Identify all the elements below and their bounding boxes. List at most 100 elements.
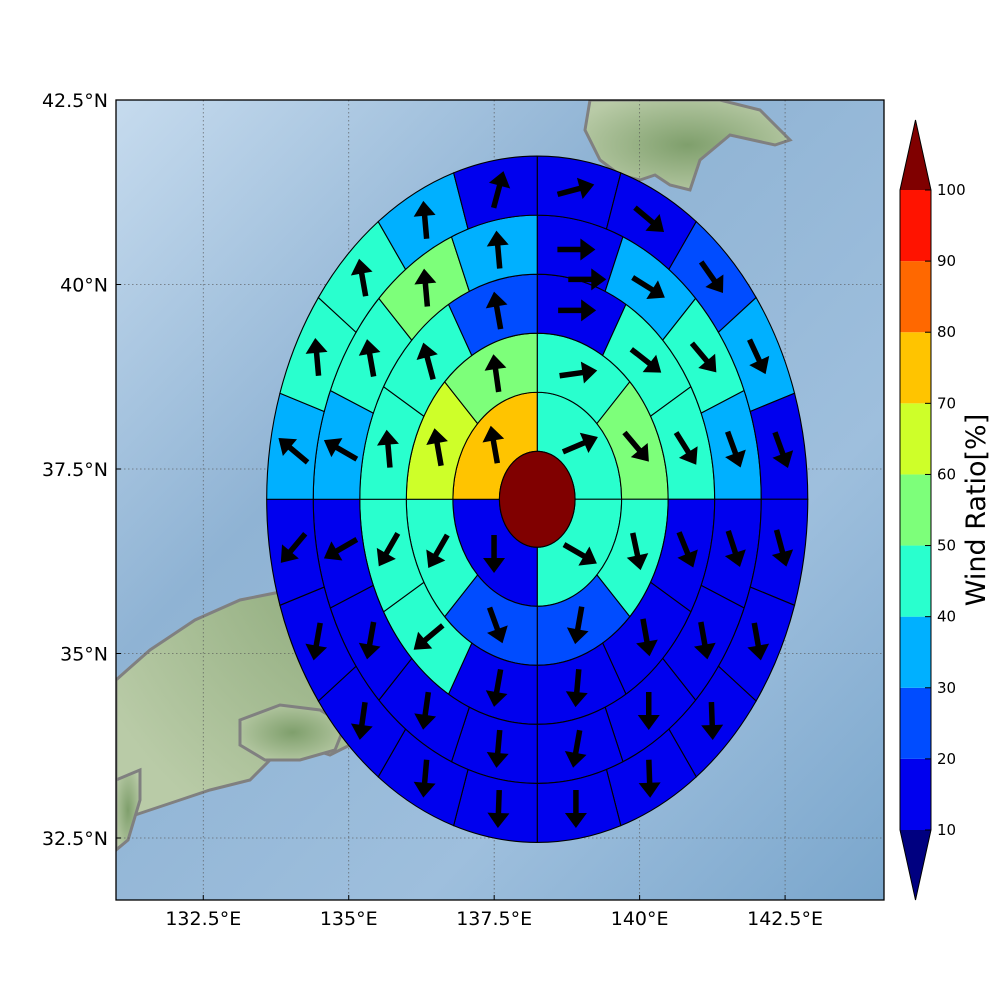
colorbar-under-extension [900,830,931,900]
wind-arrow [747,622,770,661]
wind-arrow [280,532,308,563]
wind-arrow [693,621,716,660]
wind-arrow [638,759,661,798]
wind-arrow [414,691,437,730]
wind-arrow [358,621,381,660]
wind-arrow [323,438,359,462]
wind-arrow [0,0,19,11]
wind-arrow [0,0,19,11]
colorbar-tick-label: 20 [937,750,956,768]
wind-arrow [485,291,508,330]
x-tick-label: 135°E [320,908,378,930]
wind-arrow [0,0,19,11]
wind-arrow [0,0,19,11]
wind-arrow [0,0,19,11]
y-tick-label: 35°N [60,644,108,666]
wind-arrow [0,0,19,11]
wind-arrow [568,268,607,291]
colorbar-tick-label: 70 [937,394,956,412]
colorbar-segment [900,261,931,333]
colorbar-tick-label: 30 [937,679,956,697]
wind-arrow [566,606,589,645]
y-tick-label: 37.5°N [42,459,108,481]
colorbar-segment [900,403,931,475]
wind-arrow [305,622,328,661]
wind-ratio-cells [266,155,809,843]
wind-arrow [485,668,508,707]
wind-arrow [413,623,445,650]
wind-arrow [772,431,794,469]
shikoku-land [238,703,347,762]
wind-direction-arrows [0,0,794,829]
y-tick-label: 42.5°N [42,90,108,112]
wind-arrow [413,759,436,798]
wind-arrow [483,535,506,574]
colorbar-segment [900,474,931,546]
map-area [0,0,884,900]
colorbar-segment [900,332,931,404]
wind-arrow [637,691,660,730]
y-tick-label: 40°N [60,275,108,297]
colorbar-over-extension [900,120,931,190]
wind-arrow [413,200,436,239]
center-cell [498,450,576,548]
wind-arrow [562,542,597,566]
wind-arrow [689,341,717,373]
wind-arrow [565,669,588,708]
wind-arrow [631,275,665,300]
wind-arrow [0,0,19,11]
wind-arrow [414,268,437,307]
wind-arrow [0,0,19,11]
wind-arrow [0,0,19,11]
map-frame [115,99,885,901]
wind-arrow [561,432,598,455]
wind-arrow [636,618,658,657]
colorbar-tick-label: 90 [937,252,956,270]
kyushu-land [116,767,142,852]
wind-arrow [350,258,373,297]
colorbar-tick-label: 60 [937,465,956,483]
wind-arrow [633,205,665,233]
wind-arrow [358,339,381,377]
wind-arrow [0,0,19,11]
wind-arrow [725,430,746,468]
wind-arrow [0,0,19,11]
wind-arrow [0,0,19,11]
colorbar-tick-label: 40 [937,608,956,626]
wind-arrow [377,429,399,468]
colorbar-segment [900,545,931,617]
wind-arrow [0,0,19,11]
wind-arrow [557,238,596,261]
wind-arrow [278,437,310,465]
wind-arrow [484,354,507,393]
wind-arrow [0,0,19,11]
wind-arrow [0,0,19,11]
wind-arrow [559,361,598,384]
wind-arrow [0,0,19,11]
wind-arrow [350,701,373,740]
y-axis: 32.5°N 35°N 37.5°N 40°N 42.5°N [42,90,121,850]
colorbar-segment [900,687,931,759]
wind-arrow [486,606,508,644]
colorbar-tick-label: 100 [937,181,966,199]
wind-arrow [376,532,401,567]
x-tick-label: 132.5°E [165,908,241,930]
colorbar-tick-label: 80 [937,323,956,341]
colorbar: 10 20 30 40 50 60 70 80 90 100 [899,119,966,901]
wind-arrow [486,729,509,768]
wind-arrow [673,431,698,465]
x-axis: 132.5°E 135°E 137.5°E 140°E 142.5°E [165,895,823,930]
wind-arrow [626,532,649,571]
x-tick-label: 142.5°E [747,908,823,930]
wind-arrow [0,0,19,11]
wind-arrow [0,0,19,11]
wind-arrow [558,299,597,322]
wind-arrow [564,790,587,829]
wind-arrow [676,531,698,568]
wind-arrow [0,0,19,11]
wind-arrow [323,537,359,561]
x-tick-label: 140°E [611,908,669,930]
wind-arrow [416,342,438,381]
wind-arrow [0,0,19,11]
